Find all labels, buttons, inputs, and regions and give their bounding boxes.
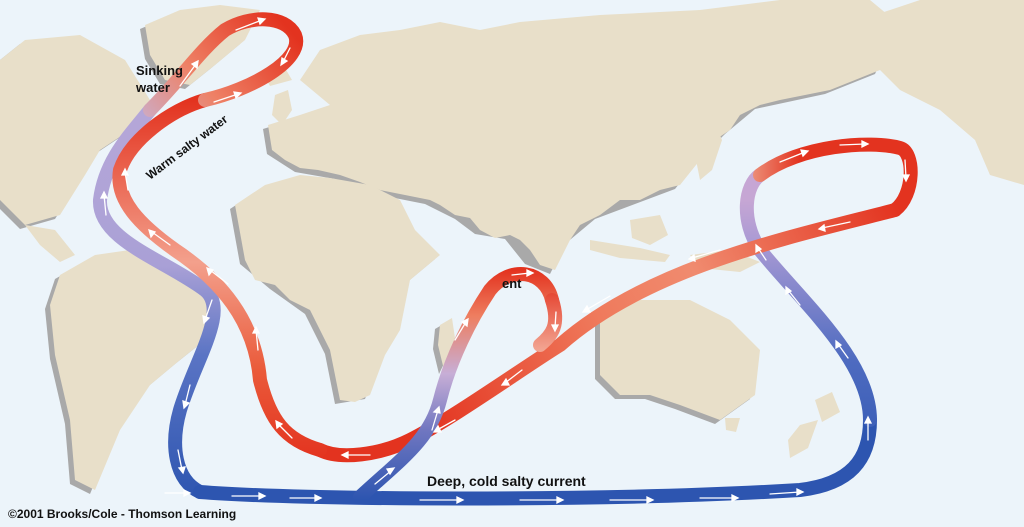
australia: [600, 300, 760, 420]
arrow: [769, 487, 805, 497]
arrow: [431, 405, 441, 431]
new-zealand-south: [788, 420, 818, 458]
label-ent: ent: [502, 276, 522, 291]
pacific-rising-current: [739, 168, 877, 427]
arrow: [755, 243, 767, 261]
indonesia: [590, 240, 670, 262]
arrow: [251, 325, 261, 351]
arrow: [835, 339, 849, 359]
flow-arrows: [99, 17, 911, 505]
arrow: [609, 495, 655, 505]
arrow: [148, 228, 171, 246]
deep-cold-current: [193, 413, 877, 506]
alaska: [860, 0, 1024, 185]
arrow: [289, 493, 323, 503]
arrow: [817, 221, 851, 232]
arrow: [340, 450, 371, 460]
arrow: [779, 149, 810, 163]
label-deep-cold-current: Deep, cold salty current: [427, 473, 586, 489]
arrow: [550, 311, 560, 333]
arrow: [511, 268, 535, 278]
arrow: [182, 384, 191, 410]
continents: [0, 0, 1024, 490]
pacific-warm-loop: [753, 137, 918, 217]
current-ribbons: [93, 12, 918, 506]
europe-asia: [268, 0, 900, 270]
arrow: [687, 249, 721, 262]
arrow: [419, 495, 465, 505]
arrow: [275, 419, 293, 439]
atlantic-deep-current: [93, 103, 221, 499]
borneo: [630, 215, 668, 245]
central-america: [25, 225, 75, 262]
atlantic-warm-current: [112, 93, 327, 457]
arrow: [454, 317, 469, 341]
south-america: [50, 250, 215, 490]
arrow: [785, 285, 801, 306]
arrow: [177, 449, 186, 475]
arrow: [374, 467, 396, 485]
tasmania: [725, 418, 740, 432]
label-sinking-line1: Sinking: [136, 63, 183, 78]
arrow: [120, 167, 130, 191]
arrow: [202, 299, 213, 325]
arrow: [581, 295, 611, 313]
copyright-credit: ©2001 Brooks/Cole - Thomson Learning: [8, 507, 236, 521]
arrow: [235, 17, 267, 31]
warm-return-current: [313, 203, 902, 463]
arrow: [863, 415, 873, 441]
new-zealand-north: [815, 392, 840, 422]
madagascar: [438, 318, 456, 370]
north-america: [0, 35, 150, 225]
north-atlantic-loop: [143, 12, 304, 117]
arrow: [839, 139, 870, 149]
arrow: [206, 266, 229, 285]
britain: [272, 90, 292, 125]
arrow: [901, 159, 911, 183]
arrow: [231, 491, 267, 501]
japan: [696, 115, 722, 180]
arrow: [179, 59, 199, 87]
arrow: [519, 495, 565, 505]
arrow: [699, 493, 740, 503]
africa: [235, 175, 440, 402]
arrow: [164, 488, 192, 498]
arrow: [213, 91, 243, 103]
arrow: [432, 419, 456, 433]
arrow: [280, 47, 291, 67]
arrow: [500, 369, 523, 386]
arrow: [99, 190, 109, 216]
label-sinking-line2: water: [135, 80, 170, 95]
